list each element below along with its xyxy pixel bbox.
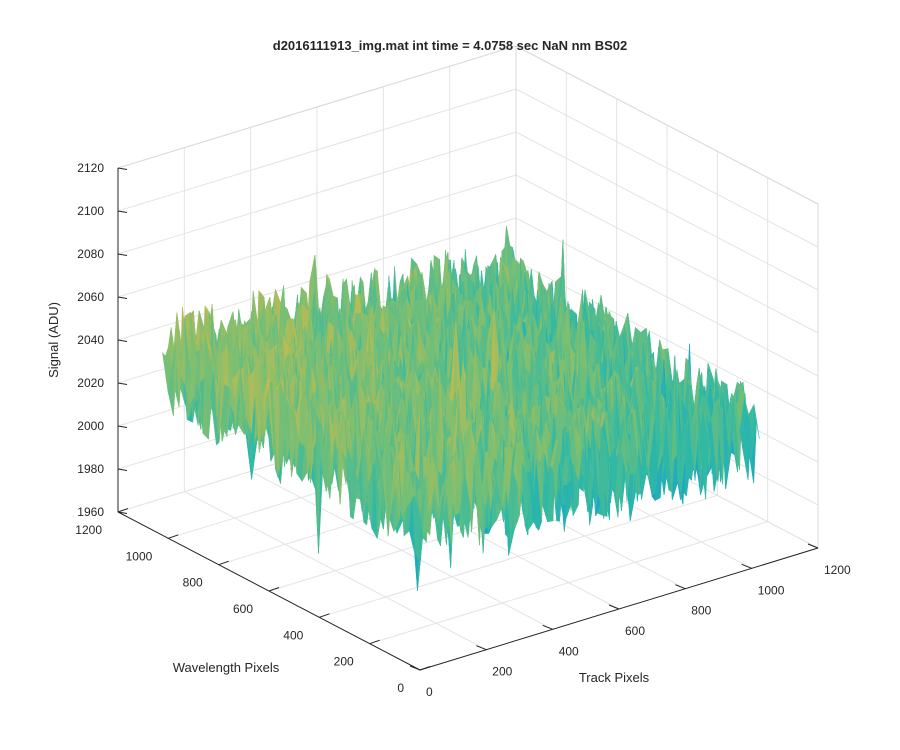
grid-line-y <box>369 521 768 645</box>
grid-line-y <box>319 494 718 618</box>
surface-mesh <box>162 225 760 591</box>
